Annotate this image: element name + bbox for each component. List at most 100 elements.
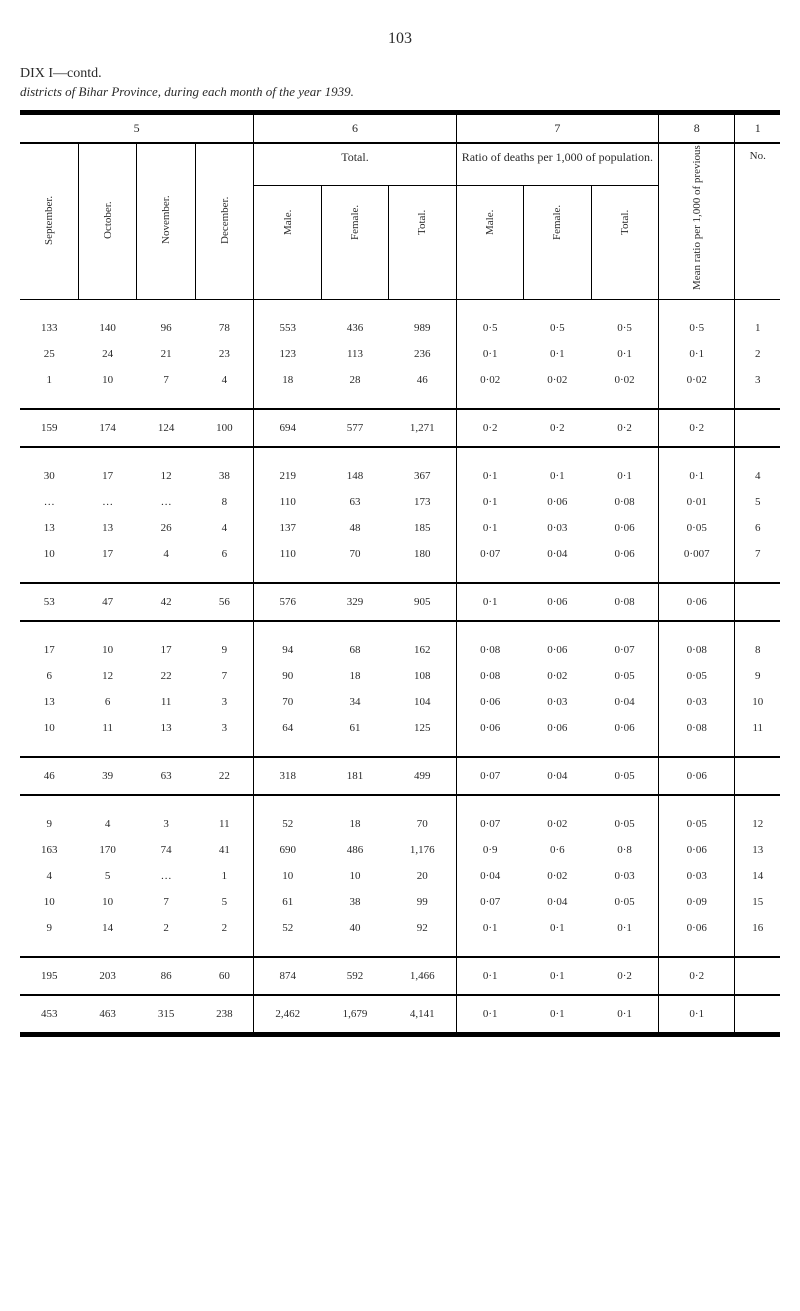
cell: 11: [195, 795, 253, 837]
table-total-row: 4534633152382,4621,6794,1410·10·10·10·1: [20, 995, 780, 1033]
cell: 0·01: [659, 489, 735, 515]
cell: 10: [254, 863, 321, 889]
cell: 17: [78, 447, 136, 489]
cell: 0·04: [524, 541, 591, 583]
cell: 9: [20, 915, 78, 957]
cell: 0·05: [659, 795, 735, 837]
table-row: ………8110631730·10·060·080·015: [20, 489, 780, 515]
cell: 0·6: [524, 837, 591, 863]
cell: 0·08: [659, 715, 735, 757]
cell: 170: [78, 837, 136, 863]
group-6: 6: [352, 121, 358, 135]
title: DIX I—contd.: [20, 66, 780, 82]
table-row: 16317074416904861,1760·90·60·80·0613: [20, 837, 780, 863]
cell: 0·05: [659, 515, 735, 541]
hdr-ratio: Ratio of deaths per 1,000 of population.: [462, 150, 653, 164]
cell: 4: [20, 863, 78, 889]
cell: 18: [321, 663, 388, 689]
cell: 195: [20, 957, 78, 995]
cell: 0·03: [524, 689, 591, 715]
cell: 61: [321, 715, 388, 757]
cell: 0·04: [456, 863, 523, 889]
table-row: 61222790181080·080·020·050·059: [20, 663, 780, 689]
cell: 22: [195, 757, 253, 795]
cell: 173: [389, 489, 456, 515]
group-8: 8: [694, 121, 700, 135]
cell: 0·03: [659, 863, 735, 889]
cell: 0·5: [524, 300, 591, 342]
cell: …: [78, 489, 136, 515]
cell: 0·9: [456, 837, 523, 863]
cell: 0·06: [591, 541, 658, 583]
cell: 0·03: [524, 515, 591, 541]
cell: 4: [195, 367, 253, 409]
cell: 0·07: [456, 541, 523, 583]
cell: 0·08: [456, 663, 523, 689]
cell: 0·2: [659, 409, 735, 447]
cell: 0·02: [524, 795, 591, 837]
cell: 9: [195, 621, 253, 663]
cell: 34: [321, 689, 388, 715]
cell: 30: [20, 447, 78, 489]
table-total-row: 534742565763299050·10·060·080·06: [20, 583, 780, 621]
data-table: 5 6 7 8 1 September. October. November. …: [20, 113, 780, 1034]
cell: 180: [389, 541, 456, 583]
cell: 0·05: [591, 889, 658, 915]
cell: 63: [321, 489, 388, 515]
cell: 10: [78, 621, 136, 663]
cell: 61: [254, 889, 321, 915]
col-male: Male.: [282, 192, 294, 252]
cell: 0·04: [524, 889, 591, 915]
cell: 15: [735, 889, 780, 915]
cell: 0·02: [524, 663, 591, 689]
cell: 203: [78, 957, 136, 995]
col-male2: Male.: [484, 192, 496, 252]
cell: 13: [20, 515, 78, 541]
table-row: 252421231231132360·10·10·10·12: [20, 341, 780, 367]
cell: 110: [254, 541, 321, 583]
cell: 0·1: [456, 915, 523, 957]
cell: 0·04: [591, 689, 658, 715]
cell: 0·1: [456, 341, 523, 367]
cell: 12: [78, 663, 136, 689]
cell: 137: [254, 515, 321, 541]
cell: 0·08: [591, 583, 658, 621]
cell: 17: [78, 541, 136, 583]
cell: 329: [321, 583, 388, 621]
cell: 0·09: [659, 889, 735, 915]
cell: 110: [254, 489, 321, 515]
col-mean: Mean ratio per 1,000 of previous five ye…: [691, 150, 703, 290]
cell: 577: [321, 409, 388, 447]
cell: 99: [389, 889, 456, 915]
cell: 0·5: [456, 300, 523, 342]
cell: 92: [389, 915, 456, 957]
table-row: 1010756138990·070·040·050·0915: [20, 889, 780, 915]
cell: 46: [389, 367, 456, 409]
table-total-row: 1591741241006945771,2710·20·20·20·2: [20, 409, 780, 447]
cell: 52: [254, 915, 321, 957]
cell: 0·02: [524, 367, 591, 409]
cell: 2,462: [254, 995, 321, 1033]
col-no: No.: [750, 150, 766, 162]
cell: …: [137, 863, 195, 889]
cell: 28: [321, 367, 388, 409]
cell: 0·06: [659, 757, 735, 795]
cell: 0·1: [524, 447, 591, 489]
cell: 48: [321, 515, 388, 541]
cell: 0·1: [524, 915, 591, 957]
cell: 1: [195, 863, 253, 889]
cell: 1,176: [389, 837, 456, 863]
cell: 9: [20, 795, 78, 837]
table-row: 301712382191483670·10·10·10·14: [20, 447, 780, 489]
cell: 94: [254, 621, 321, 663]
cell: 9: [735, 663, 780, 689]
cell: 4: [195, 515, 253, 541]
cell: 874: [254, 957, 321, 995]
cell: 24: [78, 341, 136, 367]
cell: 0·2: [524, 409, 591, 447]
cell: 315: [137, 995, 195, 1033]
table-total-row: 19520386608745921,4660·10·10·20·2: [20, 957, 780, 995]
cell: 18: [254, 367, 321, 409]
col-september: September.: [43, 150, 55, 290]
cell: 133: [20, 300, 78, 342]
